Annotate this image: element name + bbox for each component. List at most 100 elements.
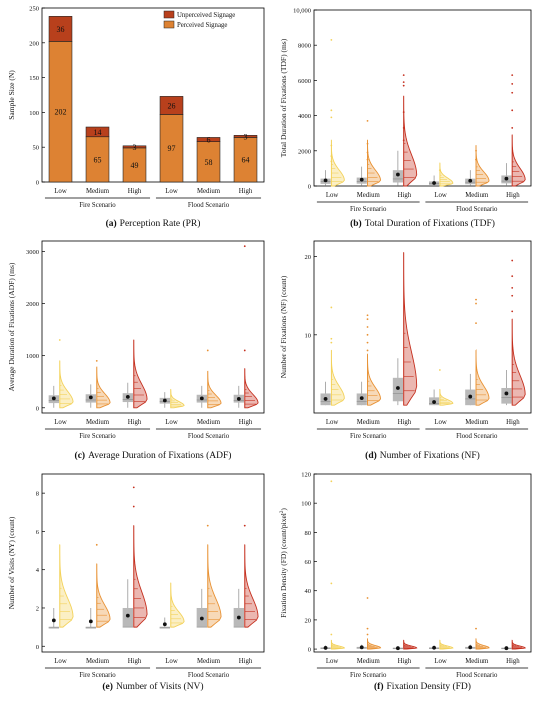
- legend-label-perceived: Perceived Signage: [177, 22, 227, 29]
- mean-point: [396, 386, 400, 390]
- y-tick-label: 0: [36, 644, 39, 651]
- caption-text: Average Duration of Fixations (ADF): [88, 450, 231, 461]
- y-tick-label: 40: [305, 588, 312, 595]
- density-half-violin: [133, 339, 148, 409]
- outlier-point: [366, 158, 369, 161]
- x-tick-label: High: [398, 419, 412, 426]
- caption-letter: (f): [374, 681, 384, 692]
- outlier-point: [511, 259, 514, 262]
- bar-label-perceived: 202: [55, 108, 67, 117]
- outlier-point: [438, 169, 441, 172]
- panel-b: 0 2000 4000 6000 8000 10,000 Total Duration of…: [279, 8, 532, 229]
- x-tick-label: Medium: [86, 188, 110, 195]
- bar-unperceived: [122, 145, 147, 149]
- x-tick-label: Low: [326, 419, 339, 426]
- outlier-point: [366, 341, 369, 344]
- mean-point: [51, 396, 56, 401]
- density-half-violin: [59, 544, 74, 628]
- box-iqr: [122, 607, 134, 628]
- mean-point: [162, 398, 167, 403]
- panel-e: 0 2 4 6 8 Number of Visits (NY) (count) Low Med…: [7, 473, 265, 692]
- mean-point: [504, 646, 509, 651]
- outlier-point: [402, 74, 405, 77]
- y-tick-label: 2: [36, 605, 39, 612]
- outlier-point: [330, 116, 333, 119]
- density-half-violin: [330, 639, 346, 650]
- mean-point: [359, 645, 364, 650]
- outlier-point: [511, 127, 514, 129]
- group-label: Fire Scenario: [79, 433, 116, 440]
- group-label: Flood Scenario: [188, 433, 230, 440]
- x-tick-label: Medium: [357, 658, 381, 665]
- outlier-point: [475, 627, 477, 630]
- legend-swatch-perceived: [163, 20, 175, 29]
- outlier-point: [402, 81, 405, 84]
- outlier-point: [402, 84, 405, 87]
- outlier-point: [511, 109, 514, 112]
- outlier-point: [366, 633, 369, 636]
- panel-caption: (c) Average Duration of Fixations (ADF): [75, 450, 232, 461]
- mean-point: [359, 177, 364, 182]
- mean-point: [323, 178, 328, 183]
- mean-point: [88, 395, 93, 400]
- outlier-point: [243, 245, 246, 248]
- y-tick-label: 80: [305, 530, 312, 537]
- y-axis-label: Average Duration of Fixations (ADF) (ms): [7, 262, 16, 391]
- y-tick-label: 250: [29, 6, 39, 13]
- density-half-violin: [403, 639, 418, 650]
- panel-d: 10 20 Number of Fixations (NF) (count) Low M…: [279, 240, 532, 461]
- group-label: Flood Scenario: [456, 433, 498, 440]
- legend-label-unperceived: Unperceived Signage: [177, 12, 235, 19]
- outlier-point: [330, 306, 333, 309]
- panel-f: 0 20 40 60 80 100 120 Fixation Density (FD) (co…: [279, 472, 532, 692]
- outlier-point: [206, 349, 209, 352]
- group-label: Fire Scenario: [350, 433, 387, 440]
- mean-point: [236, 615, 241, 620]
- panel-a-perception-rate: 0 50 100 150 200 250 Sample Size (N) Low Medium H…: [7, 6, 265, 229]
- density-half-violin: [511, 134, 526, 187]
- outlier-point: [511, 294, 514, 297]
- mean-point: [468, 394, 473, 399]
- y-axis-label-end: ): [279, 508, 288, 511]
- plot-frame: [41, 240, 265, 414]
- x-tick-label: High: [506, 658, 520, 665]
- bar-unperceived: [196, 137, 221, 142]
- bar-label-unperceived: 3: [244, 132, 248, 141]
- outlier-point: [95, 359, 98, 362]
- x-tick-label: High: [128, 419, 142, 426]
- x-tick-label: High: [128, 188, 142, 195]
- x-tick-label: Low: [434, 419, 447, 426]
- density-half-violin: [244, 368, 259, 409]
- x-tick-label: Medium: [86, 419, 110, 426]
- bar-label-unperceived: 3: [133, 143, 137, 152]
- outlier-point: [366, 349, 369, 352]
- y-axis-label: Total Duration of Fixations (TDF) (ms): [279, 38, 288, 157]
- outlier-point: [366, 119, 369, 122]
- density-half-violin: [59, 360, 74, 409]
- y-axis-label: Number of Visits (NY) (count): [7, 516, 16, 609]
- outlier-point: [330, 39, 333, 41]
- y-tick-label: 8: [36, 491, 39, 498]
- outlier-point: [58, 339, 61, 341]
- mean-point: [468, 645, 473, 650]
- outlier-point: [366, 151, 369, 154]
- x-tick-label: Medium: [465, 419, 489, 426]
- mean-point: [432, 645, 436, 650]
- outlier-point: [243, 349, 246, 352]
- density-half-violin: [330, 349, 345, 406]
- x-tick-label: Low: [434, 192, 447, 199]
- outlier-point: [132, 505, 135, 508]
- bar-unperceived: [159, 96, 184, 115]
- mean-point: [359, 396, 364, 401]
- x-tick-label: Medium: [197, 419, 221, 426]
- bar-label-unperceived: 6: [207, 136, 211, 145]
- density-half-violin: [330, 139, 345, 187]
- x-tick-label: High: [128, 658, 142, 665]
- x-tick-label: Low: [326, 658, 339, 665]
- bar-unperceived: [85, 126, 110, 138]
- y-tick-label: 0: [308, 184, 311, 191]
- y-tick-label: 20: [305, 617, 312, 624]
- x-tick-label: High: [506, 419, 520, 426]
- outlier-point: [330, 109, 333, 112]
- panel-caption: (a) Perception Rate (PR): [106, 218, 201, 229]
